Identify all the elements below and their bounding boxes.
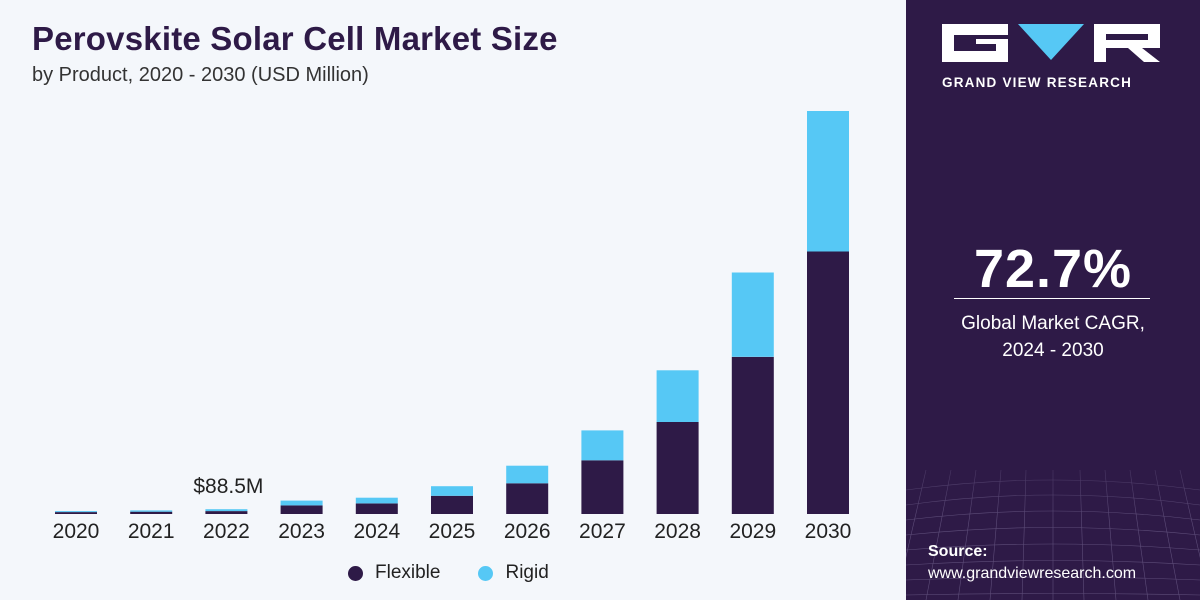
cagr-value: 72.7%	[973, 239, 1133, 299]
bar-flexible-2023	[280, 505, 323, 514]
gvr-logo-icon	[942, 24, 1160, 62]
chart-title: Perovskite Solar Cell Market Size	[32, 20, 558, 57]
side-panel: GRAND VIEW RESEARCH 72.7% Global Market …	[906, 0, 1200, 600]
cagr-divider	[954, 298, 1150, 299]
bar-rigid-2027	[581, 430, 624, 461]
bar-rigid-2022	[205, 509, 248, 512]
bar-flexible-2028	[656, 422, 699, 514]
x-tick-label-2029: 2029	[729, 520, 776, 543]
source-note: Source: www.grandviewresearch.com	[928, 543, 1136, 583]
bar-rigid-2029	[731, 272, 774, 357]
source-label: Source:	[928, 543, 988, 560]
bar-rigid-2026	[506, 465, 549, 484]
legend-item-flexible: Flexible	[348, 562, 440, 584]
x-tick-label-2030: 2030	[805, 520, 852, 543]
x-tick-label-2022: 2022	[203, 520, 250, 543]
bar-flexible-2026	[506, 483, 549, 514]
grand-view-research-logo: GRAND VIEW RESEARCH	[942, 24, 1162, 90]
bar-rigid-2023	[280, 500, 323, 506]
bar-flexible-2029	[731, 356, 774, 514]
decorative-grid-graphic	[906, 410, 1200, 600]
logo-text: GRAND VIEW RESEARCH	[942, 75, 1133, 90]
chart-panel: Perovskite Solar Cell Market Size by Pro…	[32, 20, 852, 584]
bar-rigid-2021	[130, 510, 173, 512]
x-tick-label-2021: 2021	[128, 520, 175, 543]
x-tick-label-2027: 2027	[579, 520, 626, 543]
x-tick-label-2023: 2023	[278, 520, 325, 543]
bar-flexible-2020	[55, 512, 97, 514]
legend-item-rigid: Rigid	[478, 562, 549, 584]
chart-legend: Flexible Rigid	[348, 562, 587, 584]
bar-flexible-2022	[205, 511, 248, 514]
bar-rigid-2020	[55, 511, 97, 513]
chart-subtitle: by Product, 2020 - 2030 (USD Million)	[32, 64, 369, 86]
x-tick-label-2024: 2024	[353, 520, 400, 543]
cagr-label-line1: Global Market CAGR,	[961, 313, 1145, 334]
bar-chart: 2020 2021 2022 2023 2024 2025 2026 2027 2028 2029…	[53, 111, 852, 543]
cagr-label-line2: 2024 - 2030	[1002, 340, 1104, 361]
x-tick-label-2026: 2026	[504, 520, 551, 543]
bar-flexible-2027	[581, 460, 624, 514]
bar-rigid-2024	[355, 497, 398, 504]
source-link[interactable]: www.grandviewresearch.com	[928, 565, 1137, 582]
legend-label-rigid: Rigid	[505, 562, 549, 583]
bar-flexible-2021	[130, 511, 173, 514]
cagr-label: Global Market CAGR, 2024 - 2030	[906, 310, 1200, 364]
legend-swatch-rigid	[478, 565, 494, 581]
bar-rigid-2028	[656, 370, 699, 422]
bar-rigid-2030	[807, 111, 849, 252]
x-tick-label-2020: 2020	[53, 520, 100, 543]
bar-flexible-2030	[807, 251, 849, 514]
bar-flexible-2025	[431, 495, 473, 514]
bar-flexible-2024	[355, 503, 398, 514]
legend-swatch-flexible	[348, 565, 363, 581]
value-label-2022: $88.5M	[193, 475, 263, 498]
legend-label-flexible: Flexible	[375, 562, 441, 583]
x-tick-label-2025: 2025	[429, 520, 476, 543]
bar-rigid-2025	[431, 486, 473, 496]
x-tick-label-2028: 2028	[654, 520, 701, 543]
